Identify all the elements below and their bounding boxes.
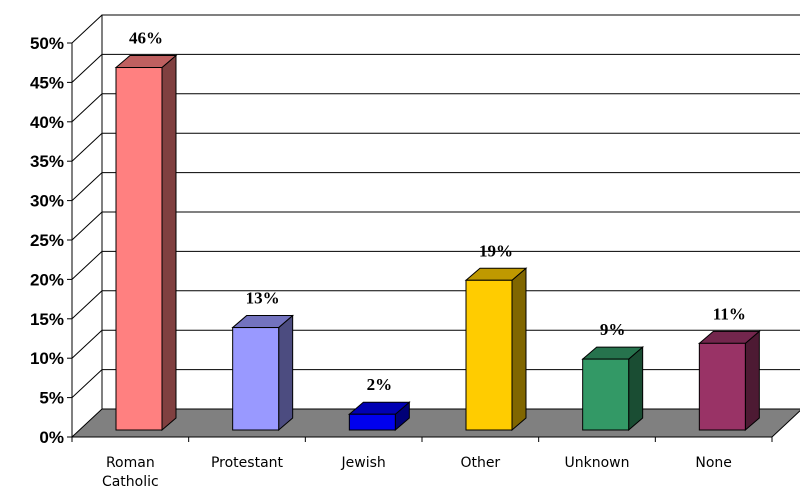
bar	[697, 330, 761, 432]
bar-side	[511, 267, 527, 432]
y-tick-label: 45%	[30, 73, 64, 92]
bar-front	[582, 358, 630, 431]
side-gridline	[71, 290, 103, 320]
bar-front	[232, 327, 280, 431]
chart-floor	[70, 408, 800, 438]
bar-side	[628, 345, 644, 432]
y-tick-label: 5%	[39, 389, 64, 408]
category-label: Protestant	[211, 455, 284, 471]
chart-floor-plane	[70, 408, 800, 438]
bar-front	[698, 342, 746, 431]
category-label: Jewish	[341, 455, 386, 471]
bar	[581, 345, 645, 432]
bar	[114, 54, 178, 432]
data-label: 13%	[246, 289, 280, 308]
bar-side	[278, 314, 294, 432]
side-gridline	[71, 369, 103, 398]
side-gridline	[71, 172, 103, 201]
data-label: 19%	[479, 241, 513, 260]
y-tick-label: 15%	[30, 310, 64, 329]
data-label: 46%	[129, 29, 163, 48]
y-tick-label: 0%	[39, 428, 64, 447]
y-tick-label: 50%	[30, 34, 64, 53]
category-label: Other	[460, 455, 500, 471]
side-gridline	[71, 54, 103, 83]
side-gridline	[71, 329, 103, 359]
bar-front	[115, 67, 163, 431]
side-gridline	[71, 93, 103, 123]
side-gridline	[71, 251, 103, 280]
side-gridline	[71, 14, 103, 44]
category-label: Roman	[106, 455, 155, 471]
side-gridline	[71, 211, 103, 241]
data-label: 11%	[713, 304, 746, 323]
bar-side	[744, 330, 760, 432]
bar-front	[348, 413, 396, 431]
y-tick-label: 20%	[30, 270, 64, 289]
y-tick-label: 40%	[30, 113, 64, 132]
bar-side	[161, 54, 177, 432]
y-tick-label: 10%	[30, 349, 64, 368]
y-tick-label: 25%	[30, 231, 64, 250]
data-label: 2%	[367, 375, 393, 394]
side-gridline	[71, 132, 103, 162]
bar	[464, 267, 528, 432]
bar-series	[114, 54, 761, 432]
y-tick-label: 30%	[30, 192, 64, 211]
chart-walls	[71, 14, 800, 409]
data-labels: 46% 13% 2% 19% 9% 11%	[129, 29, 746, 395]
data-label: 9%	[600, 320, 626, 339]
bar-front	[465, 279, 513, 431]
chart-axes	[67, 42, 773, 442]
category-label: Catholic	[102, 474, 159, 490]
bar	[347, 401, 411, 432]
y-tick-labels: 0% 5% 10% 15% 20% 25% 30% 35% 40% 45% 50%	[30, 34, 64, 447]
category-label: None	[695, 455, 732, 471]
category-label: Unknown	[565, 455, 630, 471]
category-labels: Roman Catholic Protestant Jewish Other Unknow…	[102, 455, 732, 490]
y-tick-label: 35%	[30, 152, 64, 171]
bar	[231, 314, 295, 432]
